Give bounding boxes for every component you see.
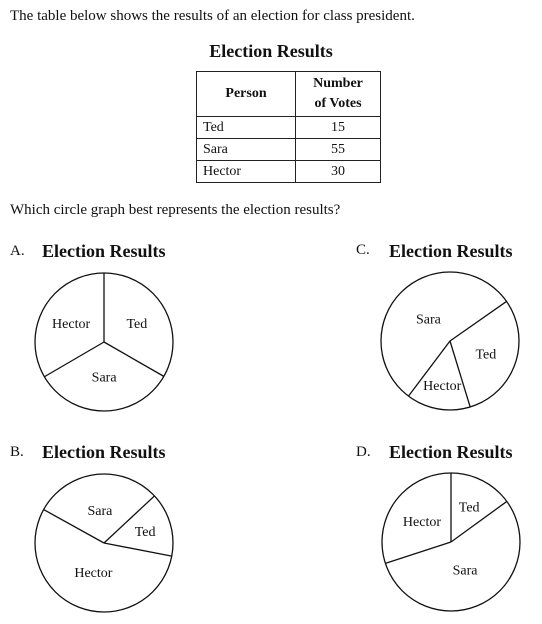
option-d-title: Election Results	[389, 442, 513, 462]
pie-slice-label: Sara	[92, 370, 118, 385]
pie-slice-label: Hector	[403, 515, 441, 530]
pie-slice-boundary	[449, 340, 471, 408]
pie-slice-label: Sara	[453, 564, 479, 579]
cell-person: Sara	[196, 138, 296, 161]
table-row: Hector 30	[196, 160, 381, 183]
intro-text: The table below shows the results of an …	[10, 8, 415, 24]
option-a-letter: A.	[10, 243, 25, 259]
cell-votes: 30	[295, 160, 381, 183]
results-table: Person Number of Votes Ted 15 Sara 55 He…	[196, 71, 381, 183]
table-header-row: Person Number of Votes	[196, 71, 381, 117]
pie-slice-boundary	[407, 340, 451, 397]
pie-slice-label: Hector	[52, 317, 90, 332]
table-title: Election Results	[209, 41, 333, 61]
pie-slice-label: Ted	[459, 500, 480, 515]
pie-slice-boundary	[385, 541, 452, 564]
option-d-letter: D.	[356, 444, 371, 460]
option-c-letter: C.	[356, 242, 370, 258]
option-a-pie: Ted Sara Hector	[34, 272, 174, 412]
cell-person: Hector	[196, 160, 296, 183]
pie-slice-boundary	[103, 495, 155, 544]
option-d-pie: Ted Sara Hector	[381, 472, 521, 612]
pie-slice-boundary	[449, 300, 507, 342]
option-b-title: Election Results	[42, 442, 166, 462]
cell-votes: 15	[295, 116, 381, 139]
pie-slice-label: Ted	[126, 317, 147, 332]
header-person: Person	[196, 71, 296, 117]
pie-slice-boundary	[44, 341, 105, 378]
option-b-pie: Sara Ted Hector	[34, 473, 174, 613]
option-c-title: Election Results	[389, 241, 513, 261]
cell-person: Ted	[196, 116, 296, 139]
pie-slice-boundary	[43, 508, 105, 544]
header-votes-line1: Number	[313, 76, 363, 91]
pie-slice-boundary	[103, 341, 165, 377]
header-votes: Number of Votes	[295, 71, 381, 117]
table-row: Sara 55	[196, 138, 381, 161]
pie-slice-boundary	[103, 542, 172, 557]
pie-slice-label: Sara	[416, 313, 442, 328]
pie-slice-label: Hector	[74, 566, 112, 581]
header-votes-line2: of Votes	[314, 96, 362, 111]
pie-slice-label: Sara	[88, 504, 114, 519]
pie-slice-label: Ted	[135, 525, 156, 540]
pie-slice-label: Ted	[475, 347, 496, 362]
pie-slice-label: Hector	[423, 379, 461, 394]
option-a-title: Election Results	[42, 241, 166, 261]
question-text: Which circle graph best represents the e…	[10, 202, 341, 218]
table-row: Ted 15	[196, 116, 381, 139]
cell-votes: 55	[295, 138, 381, 161]
option-c-pie: Ted Hector Sara	[380, 271, 520, 411]
option-b-letter: B.	[10, 444, 24, 460]
pie-slice-boundary	[450, 500, 508, 543]
